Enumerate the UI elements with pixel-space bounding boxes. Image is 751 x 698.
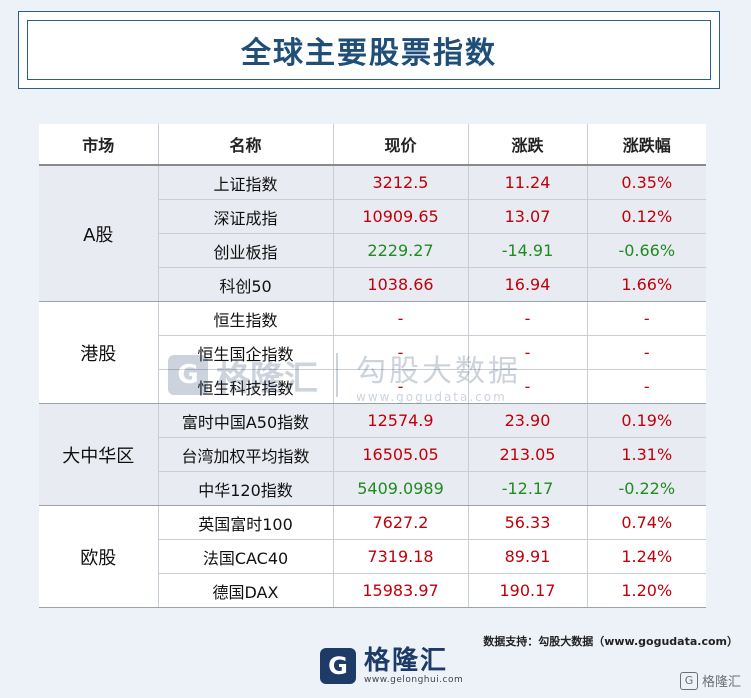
index-name-cell: 台湾加权平均指数 (157, 437, 333, 472)
index-table-container: 市场 名称 现价 涨跌 涨跌幅 A股 上证指数 3212.5 11.24 0.35% 深证… (39, 124, 706, 608)
change-pct-cell: - (586, 369, 706, 404)
corner-watermark: G 格隆汇 (679, 671, 741, 690)
change-cell: 13.07 (467, 199, 587, 234)
header-price: 现价 (332, 124, 468, 166)
logo-icon: G (320, 648, 356, 684)
change-cell: 89.91 (467, 539, 587, 574)
change-cell: 11.24 (467, 165, 587, 200)
change-pct-cell: - (586, 335, 706, 370)
price-cell: 1038.66 (332, 267, 468, 302)
price-cell: 12574.9 (332, 403, 468, 438)
table-row: A股 上证指数 3212.5 11.24 0.35% (39, 165, 706, 302)
corner-label: 格隆汇 (701, 675, 741, 690)
change-pct-cell: 1.20% (586, 573, 706, 608)
logo-text: 格隆汇 www.gelonghui.com (364, 647, 463, 685)
price-cell: 2229.27 (332, 233, 468, 268)
logo-name: 格隆汇 (364, 646, 449, 676)
change-pct-cell: 0.35% (586, 165, 706, 200)
market-cell: 欧股 (39, 505, 158, 608)
price-cell: - (332, 369, 468, 404)
change-cell: 56.33 (467, 505, 587, 540)
change-cell: 190.17 (467, 573, 587, 608)
index-name-cell: 创业板指 (157, 233, 333, 268)
table-row: 恒生科技指数 - - - (39, 369, 706, 404)
table-row: 港股 恒生指数 - - - (39, 301, 706, 404)
index-name-cell: 恒生指数 (157, 301, 333, 336)
change-cell: -12.17 (467, 471, 587, 506)
table-row: 欧股 英国富时100 7627.2 56.33 0.74% (39, 505, 706, 608)
index-name-cell: 科创50 (157, 267, 333, 302)
change-pct-cell: - (586, 301, 706, 336)
change-cell: 213.05 (467, 437, 587, 472)
change-cell: 16.94 (467, 267, 587, 302)
change-pct-cell: -0.66% (586, 233, 706, 268)
change-pct-cell: 0.74% (586, 505, 706, 540)
table-row: 创业板指 2229.27 -14.91 -0.66% (39, 233, 706, 268)
index-name-cell: 英国富时100 (157, 505, 333, 540)
change-cell: - (467, 301, 587, 336)
title-inner-frame: 全球主要股票指数 (27, 20, 711, 80)
change-pct-cell: 1.24% (586, 539, 706, 574)
change-cell: - (467, 369, 587, 404)
price-cell: 16505.05 (332, 437, 468, 472)
table-body: A股 上证指数 3212.5 11.24 0.35% 深证成指 10909.65 13.07 0… (39, 165, 706, 608)
index-table: 市场 名称 现价 涨跌 涨跌幅 A股 上证指数 3212.5 11.24 0.35% 深证… (39, 124, 706, 608)
change-cell: 23.90 (467, 403, 587, 438)
change-pct-cell: 0.19% (586, 403, 706, 438)
price-cell: 7319.18 (332, 539, 468, 574)
change-pct-cell: 1.31% (586, 437, 706, 472)
price-cell: 7627.2 (332, 505, 468, 540)
logo-url: www.gelonghui.com (364, 675, 464, 685)
change-cell: -14.91 (467, 233, 587, 268)
table-row: 台湾加权平均指数 16505.05 213.05 1.31% (39, 437, 706, 472)
footer-logo: G 格隆汇 www.gelonghui.com (320, 647, 463, 685)
table-row: 恒生国企指数 - - - (39, 335, 706, 370)
price-cell: 5409.0989 (332, 471, 468, 506)
change-pct-cell: 1.66% (586, 267, 706, 302)
header-name: 名称 (157, 124, 333, 166)
market-cell: 港股 (39, 301, 158, 404)
header-market: 市场 (39, 124, 158, 166)
table-row: 深证成指 10909.65 13.07 0.12% (39, 199, 706, 234)
market-cell: 大中华区 (39, 403, 158, 506)
change-pct-cell: -0.22% (586, 471, 706, 506)
title-banner: 全球主要股票指数 (18, 11, 720, 89)
index-name-cell: 法国CAC40 (157, 539, 333, 574)
index-name-cell: 恒生科技指数 (157, 369, 333, 404)
source-note: 数据支持：勾股大数据（www.gogudata.com） (483, 635, 738, 648)
table-row: 中华120指数 5409.0989 -12.17 -0.22% (39, 471, 706, 506)
index-name-cell: 深证成指 (157, 199, 333, 234)
index-name-cell: 恒生国企指数 (157, 335, 333, 370)
index-name-cell: 上证指数 (157, 165, 333, 200)
price-cell: - (332, 335, 468, 370)
index-name-cell: 富时中国A50指数 (157, 403, 333, 438)
price-cell: 3212.5 (332, 165, 468, 200)
price-cell: 15983.97 (332, 573, 468, 608)
market-cell: A股 (39, 165, 158, 302)
header-change: 涨跌 (467, 124, 587, 166)
table-row: 德国DAX 15983.97 190.17 1.20% (39, 573, 706, 608)
price-cell: - (332, 301, 468, 336)
table-header-row: 市场 名称 现价 涨跌 涨跌幅 (39, 124, 706, 166)
index-name-cell: 德国DAX (157, 573, 333, 608)
price-cell: 10909.65 (332, 199, 468, 234)
corner-logo-icon: G (679, 671, 698, 690)
header-change-pct: 涨跌幅 (586, 124, 706, 166)
table-row: 科创50 1038.66 16.94 1.66% (39, 267, 706, 302)
change-pct-cell: 0.12% (586, 199, 706, 234)
table-row: 大中华区 富时中国A50指数 12574.9 23.90 0.19% (39, 403, 706, 506)
index-name-cell: 中华120指数 (157, 471, 333, 506)
change-cell: - (467, 335, 587, 370)
table-row: 法国CAC40 7319.18 89.91 1.24% (39, 539, 706, 574)
page-title: 全球主要股票指数 (241, 36, 497, 71)
